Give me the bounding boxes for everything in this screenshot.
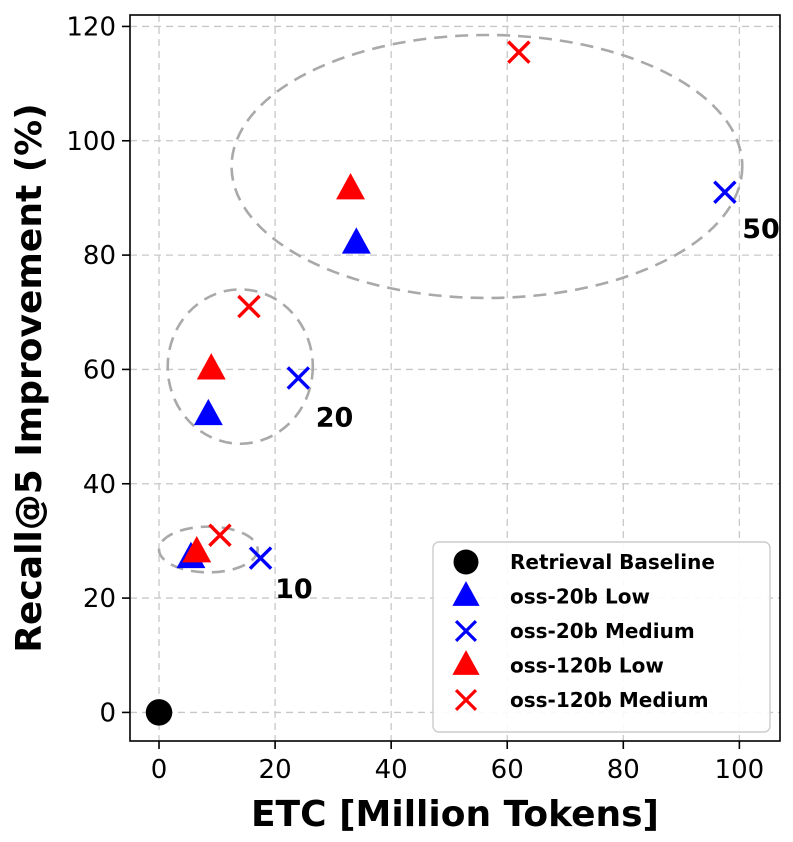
y-tick-label-100: 100 — [66, 127, 116, 157]
point-oss-120b-medium-2 — [507, 40, 531, 64]
group-ellipse-10 — [157, 525, 259, 574]
legend-item-oss-20b-low: oss-20b Low — [452, 581, 650, 609]
point-oss-120b-medium-1 — [237, 294, 261, 319]
y-tick-label-120: 120 — [66, 12, 116, 42]
legend-item-oss-120b-low: oss-120b Low — [452, 650, 664, 678]
point-oss-120b-medium-0-stroke-b — [208, 523, 232, 547]
x-tick-label-40: 40 — [375, 755, 408, 785]
point-oss-20b-medium-1-stroke-b — [286, 366, 311, 390]
group-labels: 10 20 50 — [275, 214, 780, 605]
legend-item-retrieval-baseline: Retrieval Baseline — [453, 549, 715, 575]
x-tick-label-0: 0 — [151, 755, 168, 785]
x-tick-label-80: 80 — [607, 755, 640, 785]
legend-marker-oss-20b-medium-stroke-b — [454, 619, 478, 643]
legend-marker-oss-120b-medium-stroke-b — [454, 688, 478, 712]
legend-marker-oss-20b-low — [452, 581, 480, 606]
legend-marker-oss-120b-low — [452, 650, 480, 675]
x-tick-label-60: 60 — [491, 755, 524, 785]
legend-marker-retrieval-baseline — [453, 549, 479, 575]
axis-ticks: 0 20 40 60 80 100 0 20 40 60 80 100 120 — [66, 12, 764, 785]
y-tick-label-80: 80 — [83, 241, 116, 271]
point-oss-120b-low-1 — [196, 353, 226, 380]
group-label-20: 20 — [316, 403, 354, 434]
group-ellipses — [157, 33, 744, 574]
y-tick-label-20: 20 — [83, 584, 116, 614]
grid-layer — [130, 15, 780, 741]
y-tick-label-0: 0 — [99, 698, 116, 728]
group-label-50: 50 — [742, 214, 780, 245]
point-oss-120b-medium-0 — [208, 523, 232, 547]
legend: Retrieval Baseline oss-20b Low oss-20b Med… — [432, 541, 771, 733]
group-ellipse-20 — [166, 288, 315, 446]
point-oss-20b-medium-0-stroke-b — [248, 546, 273, 570]
point-oss-120b-medium-2-stroke-b — [507, 40, 531, 64]
point-oss-20b-medium-2 — [713, 180, 737, 204]
legend-box — [432, 541, 771, 733]
point-retrieval-baseline-0 — [145, 699, 173, 726]
point-oss-20b-medium-1 — [286, 366, 311, 390]
legend-marker-oss-120b-medium — [454, 688, 478, 712]
legend-label-oss-20b-medium: oss-20b Medium — [510, 619, 695, 643]
point-oss-20b-low-2 — [341, 227, 371, 254]
legend-item-oss-20b-medium: oss-20b Medium — [454, 619, 695, 643]
point-oss-20b-medium-2-stroke-b — [713, 180, 737, 204]
plot-frame — [129, 14, 781, 742]
legend-marker-oss-20b-medium — [454, 619, 478, 643]
y-tick-label-40: 40 — [83, 470, 116, 500]
group-label-10: 10 — [275, 574, 313, 605]
legend-label-retrieval-baseline: Retrieval Baseline — [510, 550, 715, 574]
legend-label-oss-120b-medium: oss-120b Medium — [510, 688, 709, 712]
x-tick-label-20: 20 — [259, 755, 292, 785]
point-oss-120b-low-0 — [182, 536, 212, 563]
data-points — [145, 40, 737, 726]
x-tick-label-100: 100 — [715, 755, 765, 785]
point-oss-120b-low-2 — [336, 173, 365, 200]
point-oss-20b-low-1 — [193, 398, 223, 426]
legend-label-oss-20b-low: oss-20b Low — [510, 585, 650, 609]
point-oss-20b-medium-0 — [248, 546, 273, 570]
y-tick-label-60: 60 — [83, 355, 116, 385]
legend-item-oss-120b-medium: oss-120b Medium — [454, 688, 709, 712]
point-oss-120b-medium-1-stroke-b — [237, 294, 261, 319]
group-ellipse-50 — [230, 33, 744, 300]
x-axis-label: ETC [Million Tokens] — [251, 794, 659, 835]
y-axis-label: Recall@5 Improvement (%) — [9, 103, 50, 652]
legend-label-oss-120b-low: oss-120b Low — [510, 654, 664, 678]
legend-items: Retrieval Baseline oss-20b Low oss-20b Med… — [452, 549, 715, 712]
